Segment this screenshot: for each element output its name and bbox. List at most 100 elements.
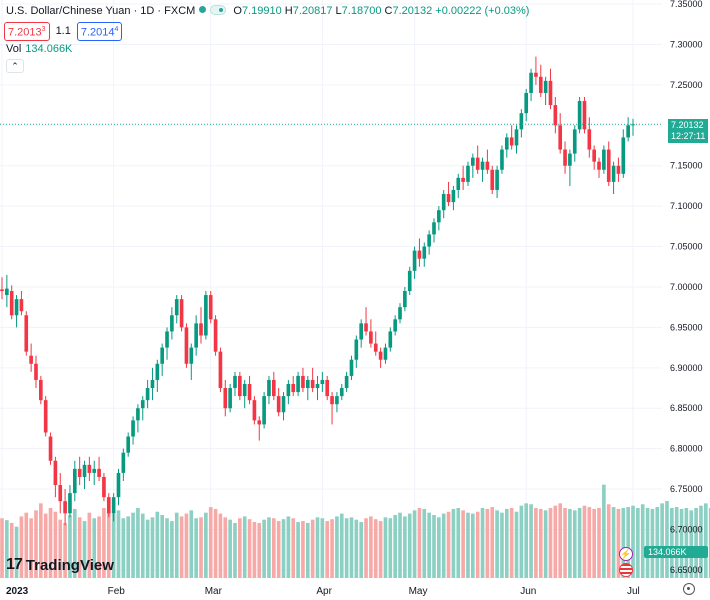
candle-body xyxy=(553,105,558,126)
candle-body xyxy=(529,72,533,93)
collapse-legend-button[interactable]: ⌃ xyxy=(6,59,24,73)
volume-bar xyxy=(238,518,242,578)
tradingview-logo[interactable]: 17 TradingView xyxy=(6,556,114,574)
candle-body xyxy=(485,161,490,170)
volume-bar xyxy=(543,510,548,578)
price-axis[interactable]: 7.350007.300007.250007.200007.150007.100… xyxy=(670,0,703,575)
volume-bar xyxy=(344,518,349,578)
symbol-title[interactable]: U.S. Dollar/Chinese Yuan · 1D · FXCM xyxy=(6,5,196,17)
candle-body xyxy=(242,383,247,397)
candle-body xyxy=(417,250,422,259)
visibility-toggle-icon[interactable] xyxy=(210,5,227,15)
y-tick-label: 7.15000 xyxy=(670,161,703,171)
candle-body xyxy=(301,375,305,389)
volume-bar xyxy=(305,522,310,578)
volume-bar xyxy=(301,521,305,578)
candle-body xyxy=(121,452,126,473)
volume-bar xyxy=(538,508,543,578)
candle-body xyxy=(58,485,63,502)
volume-bar xyxy=(155,511,160,578)
close-label: C xyxy=(384,5,393,17)
volume-bar xyxy=(446,511,451,578)
volume-bar xyxy=(500,512,504,578)
volume-bar xyxy=(616,508,621,578)
candle-body xyxy=(509,137,514,146)
volume-bar xyxy=(689,510,694,578)
volume-bar xyxy=(665,501,669,578)
volume-bar xyxy=(339,513,344,578)
volume-bar xyxy=(315,517,320,578)
candle-body xyxy=(131,420,135,437)
candle-body xyxy=(286,383,291,397)
candle-body xyxy=(330,396,334,405)
candle-body xyxy=(39,379,43,401)
volume-bar xyxy=(14,526,19,578)
volume-bar xyxy=(403,516,407,578)
volume-bar xyxy=(548,508,553,578)
volume-bar xyxy=(160,515,164,578)
candle-body xyxy=(218,351,223,389)
volume-bar xyxy=(441,513,446,578)
volume-bar xyxy=(58,519,63,578)
candle-body xyxy=(29,355,33,364)
candle-body xyxy=(126,436,131,453)
volume-bar xyxy=(310,519,315,578)
candle-body xyxy=(577,101,582,130)
volume-bar xyxy=(597,508,601,578)
candle-body xyxy=(456,177,461,190)
candle-body xyxy=(170,315,174,332)
y-tick-label: 7.05000 xyxy=(670,242,703,252)
countdown-value: 12:27:11 xyxy=(671,131,706,141)
volume-bar xyxy=(572,510,577,578)
candle-body xyxy=(398,307,402,320)
candle-body xyxy=(616,165,621,174)
gear-icon[interactable] xyxy=(683,583,695,595)
volume-bar xyxy=(407,513,412,578)
close-value: 7.20132 xyxy=(392,5,433,17)
us-flag-icon[interactable] xyxy=(619,563,633,577)
x-tick-label: Feb xyxy=(108,586,126,597)
sell-button[interactable]: 7.20133 xyxy=(4,22,50,41)
volume-bar xyxy=(679,508,684,578)
candle-body xyxy=(145,388,150,401)
candle-body xyxy=(538,76,543,93)
candle-body xyxy=(563,149,567,166)
volume-bar xyxy=(184,513,189,578)
volume-bar xyxy=(383,517,388,578)
candle-body xyxy=(534,72,538,77)
candle-body xyxy=(14,299,19,316)
candle-body xyxy=(422,246,427,259)
volume-bar xyxy=(582,505,587,578)
volume-bar xyxy=(257,522,262,578)
volume-bar xyxy=(471,513,475,578)
candle-body xyxy=(320,379,325,384)
volume-bar xyxy=(563,508,567,578)
candle-body xyxy=(378,351,383,360)
candle-body xyxy=(252,400,257,421)
candle-body xyxy=(407,270,412,292)
candle-body xyxy=(388,331,393,348)
volume-bar xyxy=(194,518,198,578)
volume-legend[interactable]: Vol 134.066K xyxy=(6,43,72,55)
time-axis[interactable]: 2023FebMarAprMayJunJulAug xyxy=(6,586,710,597)
volume-bar xyxy=(475,511,480,578)
volume-bar xyxy=(102,508,106,578)
volume-bar xyxy=(485,508,490,578)
candle-body xyxy=(373,343,378,352)
buy-button[interactable]: 7.20144 xyxy=(76,22,123,41)
candle-body xyxy=(0,289,4,292)
flash-icon[interactable]: ⚡ xyxy=(619,547,633,561)
candle-body xyxy=(111,497,116,514)
candle-body xyxy=(490,169,495,190)
volume-bar xyxy=(82,521,87,578)
volume-bar xyxy=(703,503,708,578)
candle-body xyxy=(106,497,111,514)
candle-body xyxy=(208,295,213,320)
volume-bar xyxy=(24,512,29,578)
volume-bar xyxy=(670,508,674,578)
high-label: H xyxy=(284,5,293,17)
candle-body xyxy=(238,375,242,397)
candle-body xyxy=(233,375,237,389)
volume-bar xyxy=(189,510,194,578)
